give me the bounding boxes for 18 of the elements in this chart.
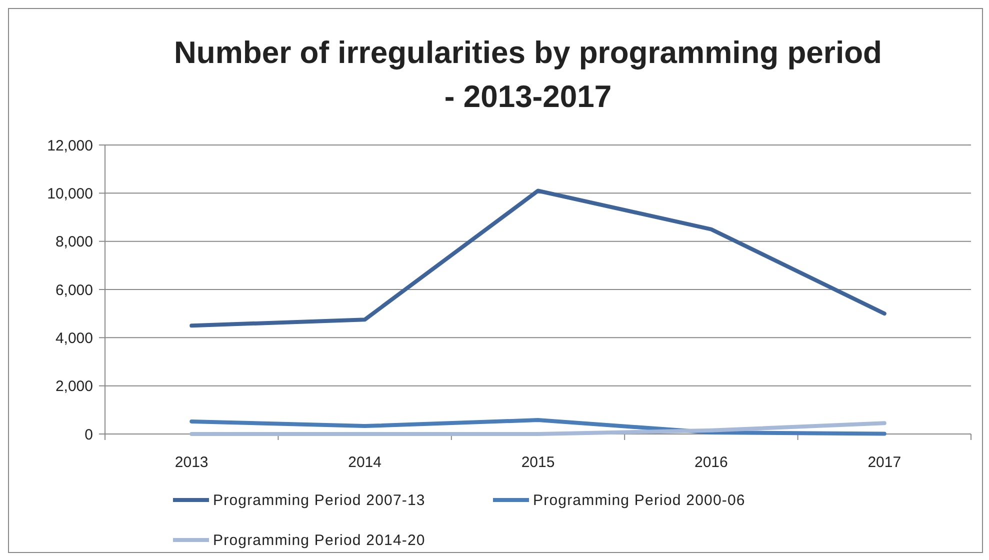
legend-label: Programming Period 2000-06 (533, 492, 746, 509)
legend-label: Programming Period 2014-20 (213, 532, 426, 549)
legend-label: Programming Period 2007-13 (213, 492, 426, 509)
line-series (190, 188, 886, 328)
y-tick-label: 8,000 (55, 234, 93, 251)
line-series (190, 418, 886, 436)
y-tick-label: 12,000 (47, 137, 93, 154)
x-tick-label: 2013 (174, 454, 208, 471)
x-tick-label: 2015 (521, 454, 555, 471)
x-tick-label: 2016 (694, 454, 728, 471)
y-tick-label: 6,000 (55, 282, 93, 299)
y-tick-label: 2,000 (55, 378, 93, 396)
y-tick-label: 4,000 (55, 330, 93, 347)
y-tick-label: 10,000 (47, 185, 93, 202)
x-tick-label: 2014 (348, 454, 382, 471)
y-tick-label: 0 (84, 426, 93, 444)
x-tick-label: 2017 (868, 454, 902, 471)
chart-title: Number of irregularities by programming period - 2013-2017 (174, 35, 882, 114)
